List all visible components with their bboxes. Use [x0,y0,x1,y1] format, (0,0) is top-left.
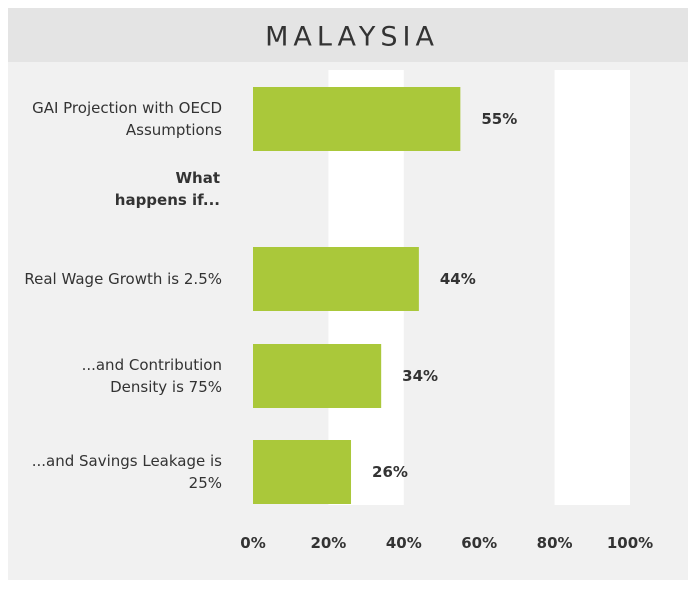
column-band [554,70,630,505]
x-tick-label: 60% [461,534,498,552]
x-tick-label: 20% [310,534,347,552]
value-label: 34% [402,367,439,385]
category-label: GAI Projection with OECD Assumptions [32,99,222,139]
x-tick-label: 100% [606,534,654,552]
category-label: Real Wage Growth is 2.5% [24,270,222,288]
bar [253,247,419,311]
value-label: 55% [481,110,518,128]
value-label: 26% [372,463,408,481]
bar [253,87,461,151]
bar [253,440,352,504]
chart-title: MALAYSIA [265,22,439,53]
category-label: What happens if... [114,169,220,209]
x-tick-label: 0% [240,534,266,552]
x-tick-label: 40% [385,534,422,552]
value-label: 44% [439,270,476,288]
category-label: ...and Savings Leakage is 25% [31,452,222,492]
category-label: ...and Contribution Density is 75% [81,356,222,396]
x-tick-label: 80% [536,534,573,552]
title-band [8,8,688,62]
bar [253,344,382,408]
